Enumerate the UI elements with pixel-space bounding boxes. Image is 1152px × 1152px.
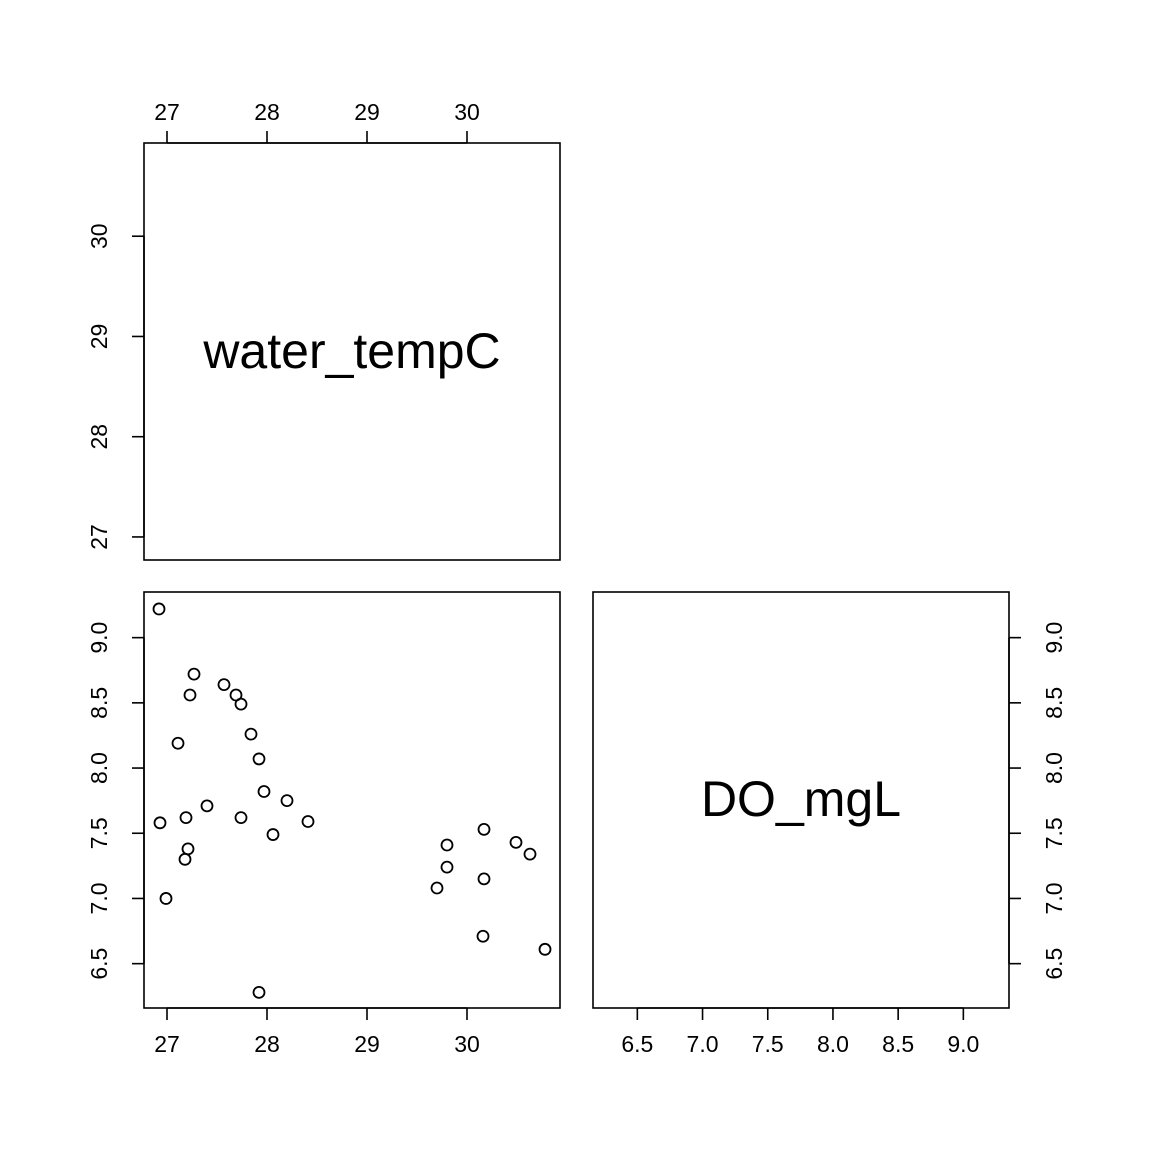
x-axis-water-temp-bottom-tick-label: 27 [154,1031,180,1057]
data-point [152,602,166,616]
x-axis-do-bottom-tick-label: 7.0 [687,1031,719,1057]
x-axis-do-bottom-tick-label: 8.0 [817,1031,849,1057]
y-axis-do-right-tick-label: 6.5 [1041,948,1067,980]
y-axis-water-temp-left-tick-label: 29 [86,324,112,350]
data-point [244,727,258,741]
y-axis-water-temp-left-tick-label: 27 [86,524,112,550]
data-point [183,688,197,702]
data-point [159,892,173,905]
axes-layer: 27 28 29 30 27 28 29 30 27 28 29 30 6.5 7.0 7.5 8.0 8.5 9… [86,99,1067,1057]
y-axis-do-right-tick-label: 8.0 [1041,752,1067,784]
data-point [252,985,266,999]
y-axis-do-left-tick-label: 6.5 [86,948,112,980]
data-point [538,942,552,956]
y-axis-do-right-tick-label: 7.5 [1041,817,1067,849]
x-axis-water-temp-bottom-tick-label: 30 [454,1031,480,1057]
y-axis-do-right: 6.5 7.0 7.5 8.0 8.5 9.0 [1008,622,1067,980]
y-axis-do-left-tick-label: 9.0 [86,622,112,654]
data-point [477,822,491,836]
diag-label-do: DO_mgL [701,771,901,827]
data-point [430,881,444,895]
diag-label-water-temp: water_tempC [202,323,500,379]
data-point [509,835,523,849]
y-axis-water-temp-left: 27 28 29 30 [86,223,145,550]
y-axis-do-left: 6.5 7.0 7.5 8.0 8.5 9.0 [86,622,145,980]
x-axis-water-temp-bottom-tick-label: 29 [354,1031,380,1057]
data-point [171,736,185,750]
data-point [200,799,214,813]
y-axis-do-left-tick-label: 8.5 [86,687,112,719]
x-axis-do-bottom-tick-label: 6.5 [621,1031,653,1057]
y-axis-water-temp-left-tick-label: 30 [86,223,112,249]
y-axis-do-right-tick-label: 9.0 [1041,622,1067,654]
data-point [257,785,271,798]
data-point [266,828,280,841]
y-axis-do-right-tick-label: 7.0 [1041,882,1067,914]
data-point [252,752,266,766]
x-axis-water-temp-top-tick-label: 28 [254,99,280,125]
data-point [301,815,315,828]
data-point [187,667,201,681]
y-axis-do-left-tick-label: 7.0 [86,882,112,914]
scatter-points [152,602,552,999]
x-axis-water-temp-top-tick-label: 27 [154,99,180,125]
y-axis-water-temp-left-tick-label: 28 [86,424,112,450]
x-axis-do-bottom-tick-label: 7.5 [752,1031,784,1057]
data-point [234,811,248,825]
y-axis-do-right-tick-label: 8.5 [1041,687,1067,719]
data-point [179,811,193,825]
x-axis-water-temp-top-tick-label: 30 [454,99,480,125]
x-axis-water-temp-bottom-tick-label: 28 [254,1031,280,1057]
x-axis-do-bottom: 6.5 7.0 7.5 8.0 8.5 9.0 [621,1007,979,1057]
y-axis-do-left-tick-label: 8.0 [86,752,112,784]
x-axis-do-bottom-tick-label: 8.5 [882,1031,914,1057]
data-point [234,697,248,711]
data-point [153,816,167,830]
data-point [440,838,454,852]
data-point [477,872,491,886]
x-axis-water-temp-top: 27 28 29 30 [154,99,480,144]
data-point [523,847,537,861]
data-point [280,794,294,808]
data-point [440,860,454,874]
x-axis-water-temp-top-tick-label: 29 [354,99,380,125]
y-axis-do-left-tick-label: 7.5 [86,817,112,849]
data-point [217,678,231,691]
data-point [178,852,192,866]
data-point [476,929,490,943]
x-axis-water-temp-bottom: 27 28 29 30 [154,1007,480,1057]
x-axis-do-bottom-tick-label: 9.0 [947,1031,979,1057]
